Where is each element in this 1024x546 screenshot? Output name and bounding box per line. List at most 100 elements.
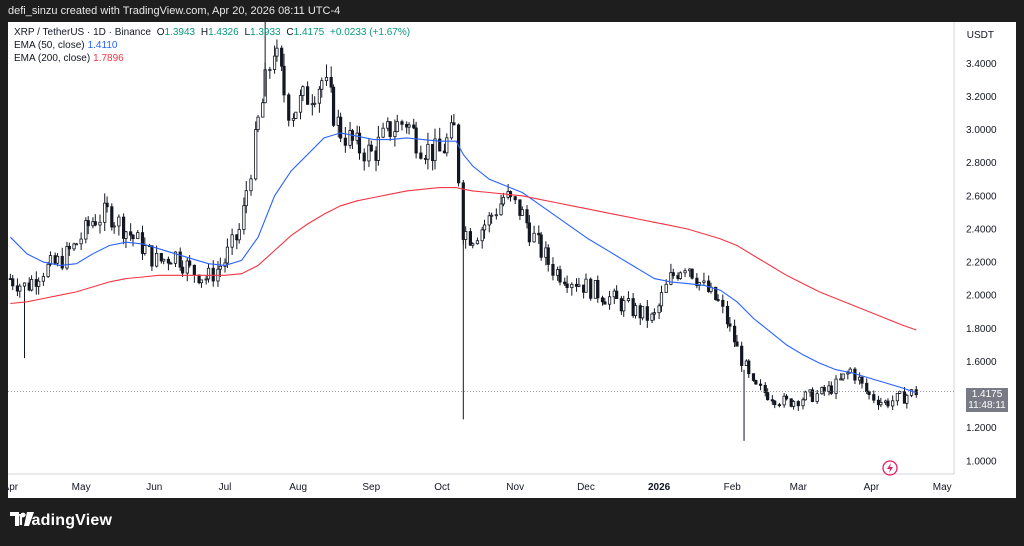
candle-body bbox=[456, 124, 461, 184]
candle-body bbox=[532, 232, 536, 243]
candle-body bbox=[841, 373, 845, 380]
legend-open-value: 1.3943 bbox=[164, 27, 196, 38]
candle-body bbox=[98, 221, 102, 226]
candle-body bbox=[400, 121, 404, 125]
candle-body bbox=[640, 306, 645, 319]
candle-body bbox=[650, 313, 654, 321]
legend-symbol[interactable]: XRP / TetherUS · 1D · Binance bbox=[14, 27, 151, 38]
y-tick-label: 1.8000 bbox=[966, 324, 997, 335]
candle-body bbox=[93, 221, 97, 226]
candle-body bbox=[48, 255, 53, 265]
candle-body bbox=[22, 282, 27, 287]
candle-body bbox=[280, 47, 284, 67]
candle-body bbox=[525, 209, 529, 224]
candle-body bbox=[905, 394, 909, 404]
candle-body bbox=[395, 121, 399, 133]
candle-body bbox=[46, 263, 50, 277]
candle-body bbox=[895, 392, 899, 402]
ema200-line[interactable] bbox=[10, 187, 917, 331]
candle-body bbox=[721, 299, 725, 307]
candle-body bbox=[199, 279, 204, 284]
candle-body bbox=[256, 116, 260, 131]
candle-body bbox=[645, 306, 649, 321]
candle-body bbox=[162, 258, 166, 262]
candle-body bbox=[570, 283, 574, 289]
candle-body bbox=[773, 400, 777, 406]
x-tick-label: Dec bbox=[577, 482, 595, 493]
candle-body bbox=[527, 222, 531, 243]
legend-ema200-row[interactable]: EMA (200, close) 1.7896 bbox=[14, 52, 410, 65]
legend-ema50-row[interactable]: EMA (50, close) 1.4110 bbox=[14, 39, 410, 52]
candle-body bbox=[129, 231, 133, 236]
candle-body bbox=[829, 385, 833, 394]
candle-body bbox=[513, 196, 517, 201]
candle-body bbox=[810, 389, 815, 402]
candle-body bbox=[103, 202, 107, 223]
candle-body bbox=[558, 269, 562, 283]
y-tick-label: 2.4000 bbox=[966, 224, 997, 235]
candle-body bbox=[735, 341, 739, 347]
candle-body bbox=[388, 121, 392, 137]
credit-text: defi_sinzu created with TradingView.com,… bbox=[8, 5, 341, 17]
candle-body bbox=[140, 232, 145, 254]
legend-high-label: H bbox=[200, 27, 209, 38]
candle-body bbox=[860, 376, 864, 384]
candle-body bbox=[695, 277, 699, 286]
candle-body bbox=[501, 196, 506, 205]
x-tick-label: Sep bbox=[362, 482, 380, 493]
candle-body bbox=[747, 360, 751, 375]
x-tick-label: Oct bbox=[434, 482, 450, 493]
candle-body bbox=[879, 402, 883, 406]
candle-body bbox=[468, 231, 472, 246]
candle-body bbox=[754, 380, 758, 385]
candle-body bbox=[426, 143, 430, 160]
chart-panel[interactable]: 1.00001.20001.40001.60001.80002.00002.20… bbox=[8, 22, 1016, 498]
x-tick-label: 2026 bbox=[648, 482, 671, 493]
candle-body bbox=[84, 220, 88, 240]
candle-body bbox=[317, 88, 322, 104]
candle-body bbox=[716, 299, 720, 301]
candle-body bbox=[622, 300, 626, 312]
candle-body bbox=[204, 278, 208, 281]
legend-ohlc-row: XRP / TetherUS · 1D · Binance O1.3943 H 1… bbox=[14, 26, 410, 39]
candle-body bbox=[369, 144, 373, 152]
candle-body bbox=[272, 55, 277, 70]
candle-body bbox=[393, 131, 397, 137]
candle-body bbox=[537, 232, 541, 236]
ema50-line[interactable] bbox=[10, 132, 917, 394]
legend-open-label: O bbox=[156, 27, 165, 38]
candle-body bbox=[846, 372, 850, 375]
candle-body bbox=[652, 312, 656, 315]
legend-close-value: 1.4175 bbox=[293, 27, 325, 38]
candle-body bbox=[237, 229, 241, 241]
legend-ema50-value: 1.4110 bbox=[87, 40, 118, 51]
candle-body bbox=[891, 400, 895, 407]
candle-body bbox=[67, 246, 71, 250]
candle-body bbox=[697, 282, 701, 286]
candle-body bbox=[320, 80, 324, 90]
candle-body bbox=[714, 286, 718, 300]
candle-body bbox=[518, 199, 522, 216]
candle-body bbox=[471, 243, 475, 246]
price-chart[interactable]: 1.00001.20001.40001.60001.80002.00002.20… bbox=[8, 22, 1016, 498]
lightning-icon[interactable] bbox=[882, 460, 898, 476]
currency-label[interactable]: USDT bbox=[966, 30, 994, 41]
tradingview-logo[interactable]: TradingView bbox=[10, 512, 112, 530]
candle-body bbox=[110, 206, 114, 228]
candle-body bbox=[751, 373, 756, 381]
candle-body bbox=[55, 255, 60, 264]
candle-body bbox=[117, 216, 121, 227]
candle-body bbox=[669, 272, 673, 285]
candle-body bbox=[520, 209, 524, 216]
candle-body bbox=[65, 246, 69, 269]
candle-body bbox=[690, 268, 694, 279]
candle-body bbox=[664, 283, 668, 294]
candle-body bbox=[291, 118, 296, 121]
x-tick-label: Apr bbox=[8, 482, 19, 493]
tradingview-logo-icon bbox=[10, 512, 34, 526]
candle-body bbox=[464, 231, 468, 240]
candle-body bbox=[784, 395, 789, 400]
candle-body bbox=[412, 124, 416, 129]
candle-body bbox=[339, 116, 343, 139]
candle-body bbox=[376, 136, 380, 161]
